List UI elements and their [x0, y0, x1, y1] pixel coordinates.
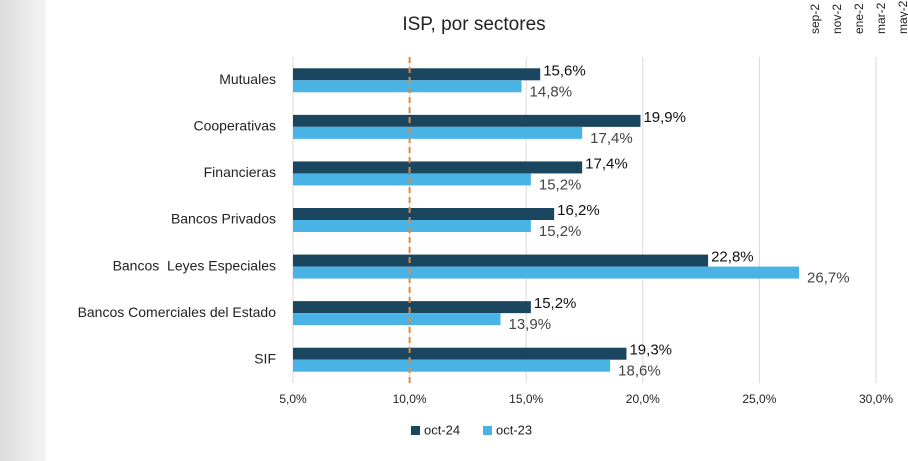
y-tick-label: Cooperativas: [194, 118, 277, 134]
clipped-label: ene-2: [852, 3, 866, 34]
bar: [293, 68, 541, 81]
x-tick-label: 15,0%: [509, 392, 543, 406]
y-tick-label: Mutuales: [219, 71, 276, 87]
value-label: 19,9%: [643, 109, 686, 126]
y-tick-label: Financieras: [204, 164, 276, 180]
bar: [293, 313, 501, 326]
bar: [293, 114, 641, 127]
legend-label: oct-23: [496, 422, 532, 437]
value-label: 26,7%: [807, 270, 850, 287]
y-tick-label: Bancos Privados: [171, 211, 276, 227]
y-tick-label: Bancos Leyes Especiales: [113, 257, 276, 273]
value-label: 15,2%: [539, 223, 582, 240]
x-tick-label: 5,0%: [279, 392, 307, 406]
legend-swatch: [411, 426, 420, 435]
y-tick-label: SIF: [254, 350, 276, 366]
bar: [293, 301, 531, 314]
side-panel: [0, 0, 46, 461]
bar: [293, 126, 583, 139]
chart-title: ISP, por sectores: [402, 14, 545, 35]
legend-label: oct-24: [424, 422, 460, 437]
x-tick-label: 20,0%: [626, 392, 660, 406]
clipped-label: mar-2: [874, 2, 888, 34]
x-tick-label: 25,0%: [742, 392, 776, 406]
bar: [293, 208, 555, 220]
value-label: 15,2%: [539, 176, 582, 193]
legend-swatch: [483, 426, 492, 435]
value-label: 15,2%: [534, 295, 577, 312]
value-label: 19,3%: [629, 342, 672, 359]
bar: [293, 80, 522, 93]
bar: [293, 254, 709, 267]
value-label: 14,8%: [530, 83, 573, 100]
x-tick-label: 10,0%: [393, 392, 427, 406]
value-label: 22,8%: [711, 249, 754, 266]
value-label: 16,2%: [557, 202, 600, 219]
value-label: 17,4%: [585, 155, 628, 172]
y-tick-label: Bancos Comerciales del Estado: [78, 304, 277, 320]
bar: [293, 161, 583, 174]
clipped-label: sep-2: [808, 4, 822, 34]
bar: [293, 220, 531, 232]
bar: [293, 173, 531, 186]
value-label: 15,6%: [543, 62, 586, 79]
bar: [293, 266, 800, 279]
value-label: 13,9%: [509, 316, 552, 333]
bar: [293, 359, 611, 372]
bar: [293, 347, 627, 360]
value-label: 17,4%: [590, 130, 633, 147]
x-tick-label: 30,0%: [859, 392, 893, 406]
value-label: 18,6%: [618, 363, 661, 380]
clipped-label: may-2: [896, 0, 908, 34]
clipped-label: nov-2: [830, 4, 844, 34]
